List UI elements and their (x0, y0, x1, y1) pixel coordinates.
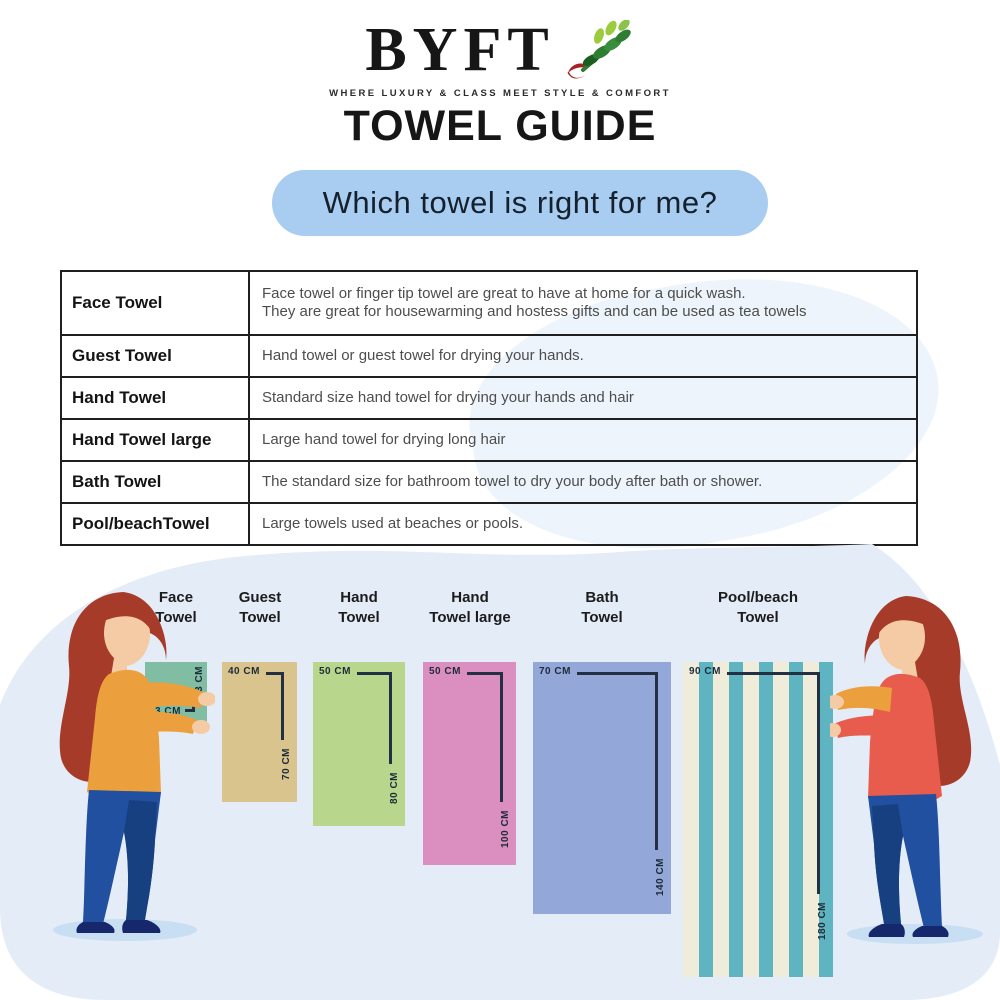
desc-line: The standard size for bathroom towel to … (262, 473, 763, 490)
towel-column-label: Hand Towel large (429, 588, 510, 627)
width-dimension-label: 40 CM (228, 666, 260, 677)
dimension-line (185, 709, 193, 712)
desc-line: Large towels used at beaches or pools. (262, 515, 523, 532)
towel-guide-table: Face Towel Face towel or finger tip towe… (60, 270, 918, 546)
towel-desc-cell: The standard size for bathroom towel to … (248, 460, 918, 504)
label-line: Towel (155, 608, 197, 626)
label-line: Guest (238, 589, 282, 606)
dimension-line (467, 672, 503, 675)
label-line: Bath (585, 589, 619, 606)
table-row: Pool/beachTowel Large towels used at bea… (60, 502, 918, 546)
table-row: Guest Towel Hand towel or guest towel fo… (60, 334, 918, 378)
question-banner-text: Which towel is right for me? (322, 185, 718, 220)
label-line: Hand (451, 589, 489, 606)
desc-line: Large hand towel for drying long hair (262, 431, 506, 448)
desc-line: Face towel or finger tip towel are great… (262, 285, 746, 302)
width-dimension-label: 33 CM (149, 706, 181, 717)
label-line: Towel (338, 608, 380, 626)
label-line: Towel (737, 608, 779, 626)
page-title: TOWEL GUIDE (343, 102, 657, 150)
label-line: Towel large (429, 608, 511, 626)
desc-line: Standard size hand towel for drying your… (262, 389, 634, 406)
label-line: Pool/beach (717, 589, 799, 606)
towel-swatch-guest: 40 CM 70 CM (222, 662, 297, 802)
table-row: Face Towel Face towel or finger tip towe… (60, 270, 918, 336)
height-dimension-label: 180 CM (817, 902, 828, 941)
towel-name-cell: Pool/beachTowel (60, 502, 250, 546)
table-row: Hand Towel Standard size hand towel for … (60, 376, 918, 420)
height-dimension-label: 140 CM (655, 858, 666, 897)
towel-swatch-hand: 50 CM 80 CM (313, 662, 405, 826)
dimension-line (266, 672, 284, 675)
towel-name-cell: Hand Towel large (60, 418, 250, 462)
dimension-line (500, 672, 503, 802)
towel-column-label: Bath Towel (581, 588, 622, 627)
towel-name-cell: Guest Towel (60, 334, 250, 378)
question-banner: Which towel is right for me? (272, 170, 768, 236)
towel-swatch-bath: 70 CM 140 CM (533, 662, 671, 914)
dimension-line (727, 672, 820, 675)
width-dimension-label: 50 CM (319, 666, 351, 677)
towel-swatch-hand-large: 50 CM 100 CM (423, 662, 516, 865)
woman-illustration-right (830, 596, 983, 944)
towel-desc-cell: Hand towel or guest towel for drying you… (248, 334, 918, 378)
height-dimension-label: 70 CM (281, 748, 292, 780)
towel-column-label: Face Towel (155, 588, 196, 627)
label-line: Hand (340, 589, 378, 606)
towel-swatch-pool-beach: 90 CM 180 CM (683, 662, 833, 977)
dimension-line (281, 672, 284, 740)
towel-desc-cell: Large hand towel for drying long hair (248, 418, 918, 462)
brand-tagline: WHERE LUXURY & CLASS MEET STYLE & COMFOR… (329, 88, 671, 99)
desc-line: They are great for housewarming and host… (262, 303, 807, 320)
towel-column-label: Hand Towel (338, 588, 379, 627)
dimension-line (817, 672, 820, 894)
towel-name-cell: Bath Towel (60, 460, 250, 504)
width-dimension-label: 90 CM (689, 666, 721, 677)
dimension-line (357, 672, 392, 675)
desc-line: Hand towel or guest towel for drying you… (262, 347, 584, 364)
dimension-line (655, 672, 658, 850)
size-comparison-section: Face Towel Guest Towel Hand Towel Hand T… (0, 540, 1000, 1000)
leaf-sprig-icon (567, 20, 631, 79)
width-dimension-label: 70 CM (539, 666, 571, 677)
label-line: Face (158, 589, 194, 606)
height-dimension-label: 100 CM (500, 810, 511, 849)
towel-name-cell: Face Towel (60, 270, 250, 336)
towel-desc-cell: Large towels used at beaches or pools. (248, 502, 918, 546)
height-dimension-label: 80 CM (389, 772, 400, 804)
width-dimension-label: 50 CM (429, 666, 461, 677)
label-line: Towel (581, 608, 623, 626)
table-row: Bath Towel The standard size for bathroo… (60, 460, 918, 504)
label-line: Towel (239, 608, 281, 626)
table-row: Hand Towel large Large hand towel for dr… (60, 418, 918, 462)
towel-column-label: Pool/beach Towel (718, 588, 798, 627)
woman-illustration-left (53, 592, 215, 941)
brand-name: BYFT (365, 16, 555, 84)
towel-name-cell: Hand Towel (60, 376, 250, 420)
towel-column-label: Guest Towel (239, 588, 282, 627)
towel-desc-cell: Standard size hand towel for drying your… (248, 376, 918, 420)
dimension-line (577, 672, 658, 675)
dimension-line (389, 672, 392, 764)
brand-logo: BYFT (0, 16, 1000, 84)
towel-desc-cell: Face towel or finger tip towel are great… (248, 270, 918, 336)
